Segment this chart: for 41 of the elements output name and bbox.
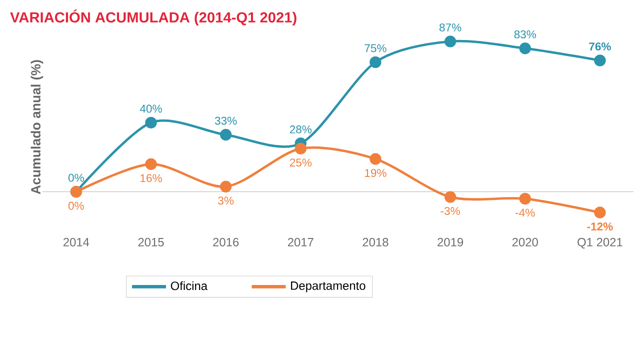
x-tick-label: 2019	[438, 238, 464, 246]
data-label: 3%	[218, 196, 234, 205]
legend-label: Oficina	[170, 281, 208, 290]
data-label: 0%	[68, 174, 84, 182]
point	[444, 191, 456, 203]
data-label: -4%	[516, 208, 535, 217]
point	[594, 206, 606, 218]
data-label: 75%	[364, 44, 386, 52]
legend-label: Departamento	[291, 282, 366, 292]
data-label: 87%	[439, 24, 462, 32]
data-label: 83%	[514, 30, 536, 38]
point	[519, 42, 531, 54]
data-label: 33%	[214, 116, 237, 125]
data-label: -3%	[440, 207, 460, 216]
data-label: 76%	[589, 42, 611, 51]
point	[594, 54, 606, 66]
x-tick-label: 2018	[362, 238, 388, 246]
data-label: 28%	[290, 125, 312, 134]
data-label: 25%	[290, 158, 312, 167]
point	[145, 116, 157, 129]
data-label: -12%	[587, 222, 613, 231]
point	[145, 158, 157, 170]
data-label: 16%	[140, 174, 162, 182]
x-tick-label: 2016	[213, 238, 239, 246]
point	[519, 192, 531, 205]
point	[220, 128, 232, 141]
data-label: 0%	[68, 202, 84, 210]
point	[294, 142, 306, 154]
chart-title: VARIACIÓN ACUMULADA (2014-Q1 2021)	[10, 10, 296, 26]
data-label: 19%	[365, 169, 386, 178]
point	[370, 153, 382, 165]
x-tick-label: Q1 2021	[578, 238, 622, 249]
x-tick-label: 2014	[63, 238, 90, 246]
point	[370, 56, 382, 68]
x-tick-label: 2015	[138, 238, 164, 246]
point	[444, 36, 456, 48]
point	[220, 180, 232, 193]
x-tick-label: 2020	[512, 238, 538, 246]
y-axis-title: Acumulado anual (%)	[30, 60, 44, 194]
x-tick-label: 2017	[288, 238, 314, 246]
data-label: 40%	[140, 104, 162, 113]
